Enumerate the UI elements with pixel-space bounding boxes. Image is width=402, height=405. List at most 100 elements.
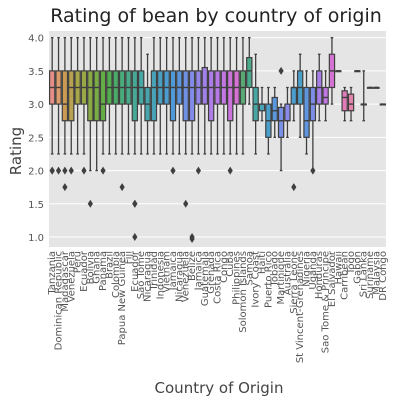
y-tick-label: 1.0 [28,233,44,244]
box-52 [373,86,380,89]
box-6 [80,36,88,175]
box-42 [309,70,317,175]
x-tick-label: Sao Tome & Principe [321,251,332,353]
x-tick-label: Venezuela [66,251,77,302]
x-tick-label: Ecuador [130,250,141,292]
x-tick-label: Sao Tome [136,251,147,299]
outlier-point [278,66,284,75]
x-tick-label: Guatemala [200,251,211,306]
box-iqr [246,56,253,89]
box-50 [360,70,367,122]
x-tick-label: Solomon Islands [238,251,249,333]
x-tick-label: Puerto Rico [263,251,274,308]
x-tick-label: Nicaragua [143,251,154,302]
box-24 [195,36,202,175]
box-series [48,36,387,244]
box-51 [366,86,374,89]
x-tick-label: Madagascar [60,250,71,312]
box-iqr [99,70,107,122]
x-tick-label: Bolivia [85,251,96,284]
box-14 [131,36,139,242]
box-16 [144,53,151,155]
box-iqr [258,103,266,112]
chart-title: Rating of bean by country of origin [50,5,382,27]
outlier-point [62,166,68,175]
box-30 [233,36,240,155]
box-5 [74,36,81,155]
box-31 [239,36,247,155]
x-tick-label: Panama [98,251,109,291]
box-iqr [303,86,310,138]
y-tick-label: 2.5 [28,133,44,144]
x-tick-label: Ghana [92,251,103,284]
outlier-point [132,233,138,242]
box-46 [335,70,342,73]
x-tick-label: Indonesia [155,251,166,299]
outlier-point [310,166,316,175]
x-tick-label: Martinique [276,251,287,305]
x-tick-label: DR Congo [378,251,389,301]
x-tick-label: Peru [73,251,84,273]
box-34 [258,86,266,122]
x-tick-label: Nigeria [302,251,313,287]
box-iqr [201,66,208,105]
box-iqr [131,70,139,122]
box-iqr [169,70,177,122]
box-26 [207,36,215,155]
box-35 [265,86,272,155]
x-tick-label: Australia [282,251,293,295]
x-tick-label: Tanzania [47,251,58,296]
x-tick-label: Suriname [365,251,376,299]
x-tick-label: Trinidad [149,251,160,291]
box-iqr [347,93,355,112]
box-9 [99,36,107,175]
box-22 [182,36,189,208]
x-tick-label: Cuba [225,251,236,277]
box-iqr [227,70,234,122]
box-iqr [150,70,158,122]
y-tick-label: 2.0 [28,167,44,178]
box-38 [284,86,291,138]
box-8 [93,36,100,172]
box-iqr [284,103,291,122]
y-axis-ticks: 1.0 1.5 2.0 2.5 3.0 3.5 4.0 [28,34,44,244]
box-iqr [341,90,348,112]
x-tick-label: Haiti [257,251,268,274]
x-tick-label: Vietnam [162,251,173,293]
box-47 [341,86,348,122]
x-tick-label: Dominican Republic [54,251,65,350]
outlier-point [62,183,68,192]
box-23 [188,36,196,244]
y-tick-label: 4.0 [28,34,44,45]
outlier-point [183,199,189,208]
outlier-point [81,166,87,175]
x-tick-label: Samoa [244,251,255,285]
box-iqr [93,70,100,122]
box-4 [68,36,75,175]
x-tick-label: Grenada [206,251,217,294]
y-tick-label: 3.5 [28,67,44,78]
y-axis-label: Rating [7,127,25,175]
box-32 [246,36,253,105]
x-tick-label: Uganda [308,251,319,290]
outlier-point [227,166,233,175]
x-tick-label: Jamaica [168,251,179,291]
x-tick-label: Nicaragua [174,251,185,302]
x-tick-label: Malaysia [371,251,382,295]
x-tick-label: Ivory Coast [251,251,262,308]
x-tick-label: Philippines [232,251,243,305]
box-20 [169,36,177,175]
x-tick-label: Sri Lanka [359,251,370,297]
outlier-point [291,183,297,192]
box-37 [277,66,285,172]
x-tick-label: Hawaii [333,251,344,285]
outlier-point [189,235,195,244]
x-axis-label: Country of Origin [155,379,284,397]
box-iqr [188,70,196,122]
x-tick-label: Congo [219,251,230,283]
x-tick-label: Ecuador [79,250,90,292]
x-tick-label: St Vincent-Grenadines [295,251,306,363]
outlier-point [49,166,55,175]
x-tick-label: Sierra Leone [289,251,300,314]
x-tick-label: Costa Rica [213,251,224,304]
